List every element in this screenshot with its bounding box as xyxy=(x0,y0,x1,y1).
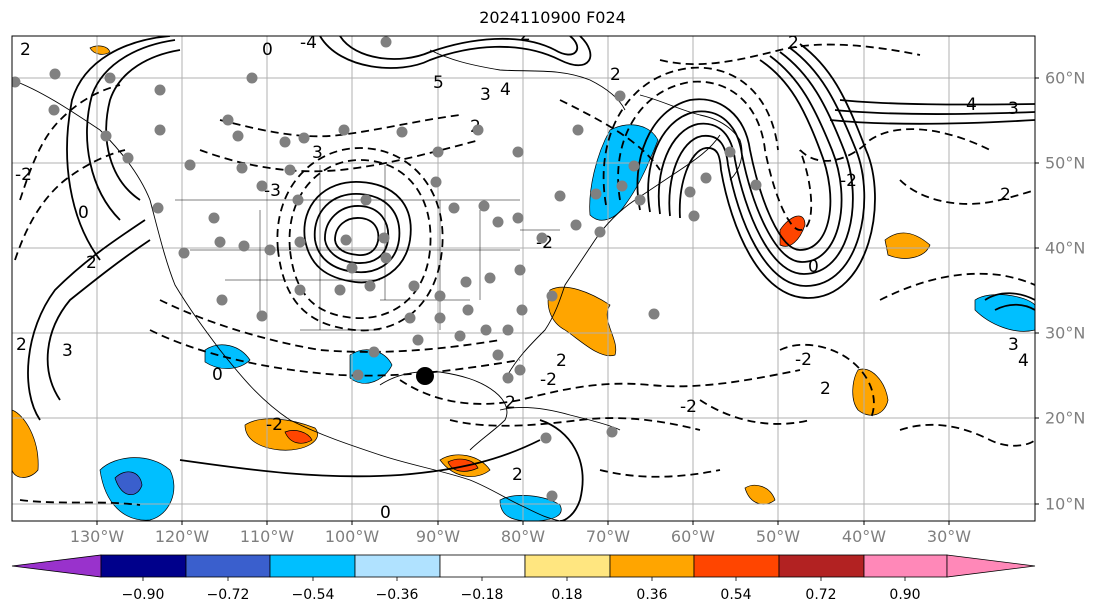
lon-label: 40°W xyxy=(841,527,887,546)
contour-label: -2 xyxy=(795,350,812,370)
contour-label: 0 xyxy=(380,503,391,523)
shade-orange-atl1 xyxy=(547,286,617,357)
shade-orange-pac1 xyxy=(12,409,39,478)
lon-label: 70°W xyxy=(585,527,631,546)
colorbar-segment xyxy=(269,554,356,578)
lat-label: 30°N xyxy=(1045,323,1086,343)
colorbar-tick-label: 0.90 xyxy=(889,587,921,603)
axis-ticks xyxy=(96,77,1039,525)
contour-label: 4 xyxy=(966,95,977,115)
contour-label: 3 xyxy=(1008,335,1019,355)
contour-label: 0 xyxy=(78,203,89,223)
contour-label: 2 xyxy=(20,40,31,60)
contour-label: -3 xyxy=(264,181,281,201)
contour-label: 0 xyxy=(262,40,273,60)
colorbar-tick-label: −0.72 xyxy=(206,587,250,603)
colorbar-tick-label: 0.18 xyxy=(551,587,583,603)
colorbar-segment xyxy=(524,554,611,578)
colorbar-tick-label: −0.54 xyxy=(291,587,335,603)
contour-label: 4 xyxy=(1018,351,1029,371)
colorbar-extend-low xyxy=(11,554,102,578)
lon-label: 80°W xyxy=(500,527,546,546)
contour-label: 2 xyxy=(16,335,27,355)
colorbar-segment xyxy=(100,554,187,578)
contour-label: 4 xyxy=(500,80,511,100)
contour-label: 2 xyxy=(505,393,516,413)
shade-orange-sub1 xyxy=(852,368,889,416)
contour-label: -2 xyxy=(266,415,283,435)
contour-label: -2 xyxy=(680,397,697,417)
colorbar-segment xyxy=(693,554,780,578)
colorbar-tick-label: 0.54 xyxy=(720,587,752,603)
shade-navy-pac3 xyxy=(114,471,143,495)
contour-labels: 2 0 -4 5 3 4 2 3 -3 0 2 3 2 -2 2 -2 4 3 … xyxy=(15,25,1029,523)
lon-label: 120°W xyxy=(154,527,210,546)
colorbar-segment xyxy=(185,554,271,578)
lon-label: 110°W xyxy=(239,527,295,546)
colorbar-segment xyxy=(778,554,865,578)
lon-label: 30°W xyxy=(926,527,972,546)
colorbar-tick-label: −0.36 xyxy=(375,587,419,603)
contour-label: 2 xyxy=(556,351,567,371)
colorbar-tick-label: −0.90 xyxy=(121,587,165,603)
lon-label: 100°W xyxy=(324,527,380,546)
contour-label: 2 xyxy=(86,253,97,273)
contour-label: 5 xyxy=(433,73,444,93)
contour-label: 2 xyxy=(512,465,523,485)
lat-label: 60°N xyxy=(1045,68,1086,88)
storm-center-marker xyxy=(416,367,434,385)
contour-label: -4 xyxy=(300,33,317,53)
lat-label: 40°N xyxy=(1045,238,1086,258)
contours-dashed xyxy=(14,43,1035,506)
contour-label: -2 xyxy=(15,165,32,185)
lon-label: 90°W xyxy=(415,527,461,546)
station-markers xyxy=(12,36,762,502)
lon-label: 50°W xyxy=(755,527,801,546)
contours-solid xyxy=(27,36,1035,521)
contour-label: 2 xyxy=(520,25,531,45)
colorbar-segment xyxy=(863,554,948,578)
shade-blue-carib2 xyxy=(499,495,562,521)
contour-label: 0 xyxy=(212,365,223,385)
contour-label: 3 xyxy=(1008,99,1019,119)
colorbar-tick-label: −0.18 xyxy=(460,587,504,603)
contour-label: 2 xyxy=(820,379,831,399)
contour-label: -2 xyxy=(540,370,557,390)
lat-label: 20°N xyxy=(1045,408,1086,428)
contour-label: -2 xyxy=(840,171,857,191)
colorbar-segment xyxy=(439,554,526,578)
colorbar-extend-high xyxy=(946,554,1036,578)
contour-label: 2 xyxy=(610,65,621,85)
lat-label: 10°N xyxy=(1045,494,1086,514)
colorbar-tick-label: 0.36 xyxy=(636,587,668,603)
contour-label: 0 xyxy=(808,257,819,277)
contour-label: 3 xyxy=(480,85,491,105)
shade-orange-atl2 xyxy=(779,215,806,247)
contour-label: 3 xyxy=(62,341,73,361)
contour-label: 2 xyxy=(1000,185,1011,205)
map-title: 2024110900 F024 xyxy=(479,8,626,27)
contour-label: 3 xyxy=(312,143,323,163)
lon-label: 60°W xyxy=(670,527,716,546)
colorbar-tick-label: 0.72 xyxy=(805,587,837,603)
lon-label: 130°W xyxy=(69,527,125,546)
colorbar-segment xyxy=(609,554,695,578)
shade-orange-atl3 xyxy=(884,232,931,259)
lat-label: 50°N xyxy=(1045,153,1086,173)
colorbar xyxy=(11,554,1036,581)
contour-label: 2 xyxy=(788,33,799,53)
shade-red-pac2 xyxy=(284,430,313,444)
shade-orange-sub2 xyxy=(744,485,776,505)
colorbar-segment xyxy=(354,554,441,578)
